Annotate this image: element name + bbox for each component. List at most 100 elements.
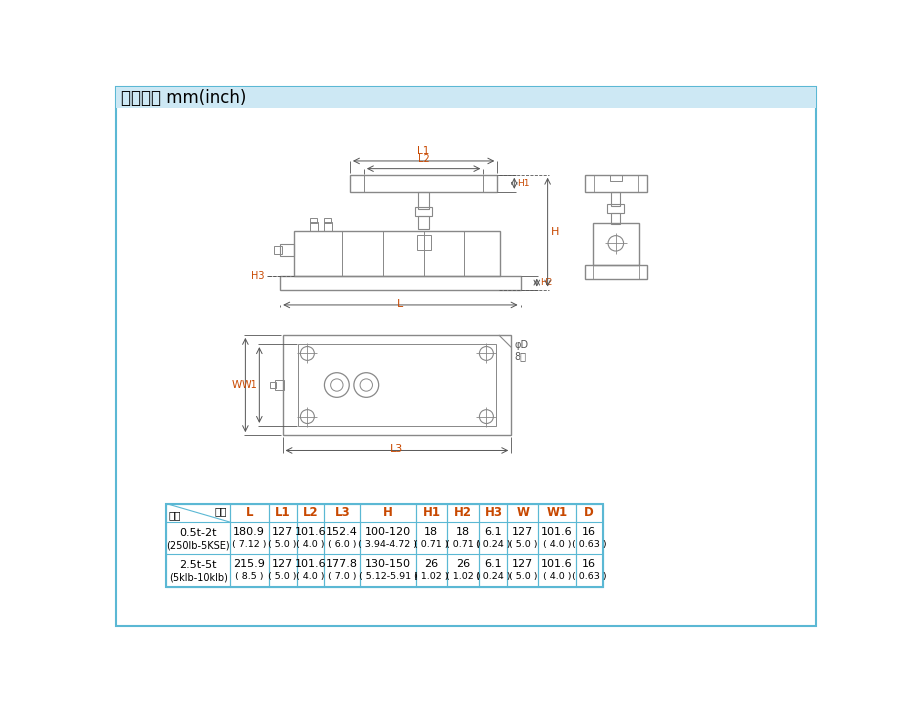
Text: 130-150: 130-150: [365, 559, 411, 570]
Bar: [538, 503, 575, 587]
Text: ( 7.0 ): ( 7.0 ): [328, 573, 356, 581]
Text: H3: H3: [251, 270, 265, 281]
Text: L: L: [245, 506, 253, 520]
Bar: [295, 231, 500, 275]
Text: L3: L3: [335, 506, 350, 520]
Text: 180.9: 180.9: [234, 527, 265, 537]
Text: L: L: [397, 299, 404, 309]
Text: ( 0.24 ): ( 0.24 ): [476, 573, 511, 581]
Text: W: W: [516, 506, 529, 520]
Bar: [416, 503, 447, 587]
Bar: [310, 222, 318, 231]
Bar: [418, 215, 429, 229]
Text: 6.1: 6.1: [484, 559, 502, 570]
Text: ( 8.5 ): ( 8.5 ): [235, 573, 264, 581]
Text: ( 5.0 ): ( 5.0 ): [508, 573, 537, 581]
Text: H2: H2: [540, 278, 553, 287]
Text: ( 1.02 ): ( 1.02 ): [446, 573, 480, 581]
Bar: [611, 192, 621, 205]
Text: ( 4.0 ): ( 4.0 ): [543, 540, 571, 549]
Text: ( 0.71 ): ( 0.71 ): [446, 540, 480, 549]
Bar: [311, 218, 317, 222]
Bar: [584, 175, 647, 192]
Text: 101.6: 101.6: [541, 559, 573, 570]
Text: ( 7.12 ): ( 7.12 ): [232, 540, 266, 549]
Bar: [607, 204, 624, 213]
Text: φD
8处: φD 8处: [514, 340, 528, 361]
Text: 101.6: 101.6: [541, 527, 573, 537]
Text: ( 5.12-5.91 ): ( 5.12-5.91 ): [358, 573, 417, 581]
Bar: [296, 503, 325, 587]
Text: 2.5t-5t: 2.5t-5t: [179, 560, 217, 570]
Text: H3: H3: [484, 506, 503, 520]
Text: ( 0.63 ): ( 0.63 ): [572, 573, 606, 581]
Bar: [575, 503, 603, 587]
Text: (250lb-5KSE): (250lb-5KSE): [166, 540, 230, 550]
Bar: [584, 265, 647, 279]
Bar: [325, 218, 332, 222]
Text: 外型尺寸 mm(inch): 外型尺寸 mm(inch): [122, 89, 246, 107]
Text: 6.1: 6.1: [484, 527, 502, 537]
Text: 18: 18: [425, 527, 438, 537]
Text: 量程: 量程: [169, 510, 181, 520]
Text: (5klb-10klb): (5klb-10klb): [169, 573, 227, 582]
Bar: [611, 213, 621, 224]
Bar: [593, 222, 639, 265]
Text: ( 0.63 ): ( 0.63 ): [572, 540, 606, 549]
Bar: [325, 503, 360, 587]
Text: ( 5.0 ): ( 5.0 ): [268, 573, 297, 581]
Bar: [324, 222, 332, 231]
Bar: [274, 246, 282, 254]
Bar: [269, 503, 296, 587]
Text: 16: 16: [582, 527, 596, 537]
Text: ( 4.0 ): ( 4.0 ): [296, 540, 325, 549]
Bar: [166, 503, 230, 587]
Bar: [116, 87, 815, 108]
Text: W: W: [232, 380, 243, 390]
Bar: [418, 192, 429, 209]
Bar: [350, 175, 497, 192]
Bar: [270, 382, 276, 388]
Text: ( 1.02 ): ( 1.02 ): [415, 573, 449, 581]
Text: 18: 18: [456, 527, 470, 537]
Text: W1: W1: [546, 506, 567, 520]
Bar: [447, 503, 479, 587]
Text: 215.9: 215.9: [234, 559, 265, 570]
Text: 127: 127: [272, 559, 294, 570]
Text: 16: 16: [582, 559, 596, 570]
Text: ( 4.0 ): ( 4.0 ): [296, 573, 325, 581]
Text: ( 6.0 ): ( 6.0 ): [328, 540, 356, 549]
Bar: [230, 503, 269, 587]
Text: ( 0.71 ): ( 0.71 ): [415, 540, 449, 549]
Text: H1: H1: [423, 506, 440, 520]
Bar: [166, 503, 603, 587]
Text: L1: L1: [275, 506, 290, 520]
Text: 101.6: 101.6: [295, 559, 326, 570]
Text: 177.8: 177.8: [326, 559, 358, 570]
Text: 尺寸: 尺寸: [215, 506, 226, 516]
Text: 127: 127: [512, 527, 534, 537]
Text: 0.5t-2t: 0.5t-2t: [179, 528, 217, 538]
Bar: [507, 503, 538, 587]
Text: 26: 26: [425, 559, 438, 570]
Text: L1: L1: [417, 145, 430, 155]
Bar: [479, 503, 507, 587]
Bar: [280, 244, 295, 256]
Text: 127: 127: [272, 527, 294, 537]
Bar: [275, 381, 285, 390]
Text: ( 5.0 ): ( 5.0 ): [268, 540, 297, 549]
Bar: [283, 335, 511, 435]
Text: L2: L2: [418, 154, 429, 164]
Text: H: H: [383, 506, 393, 520]
Text: 100-120: 100-120: [365, 527, 411, 537]
Bar: [298, 345, 495, 426]
Bar: [610, 175, 622, 181]
Text: ( 3.94-4.72 ): ( 3.94-4.72 ): [358, 540, 417, 549]
Text: 127: 127: [512, 559, 534, 570]
Text: 26: 26: [456, 559, 470, 570]
Text: L2: L2: [303, 506, 318, 520]
Text: H2: H2: [454, 506, 472, 520]
Text: 101.6: 101.6: [295, 527, 326, 537]
Text: L3: L3: [390, 444, 404, 455]
Text: W1: W1: [241, 380, 257, 390]
